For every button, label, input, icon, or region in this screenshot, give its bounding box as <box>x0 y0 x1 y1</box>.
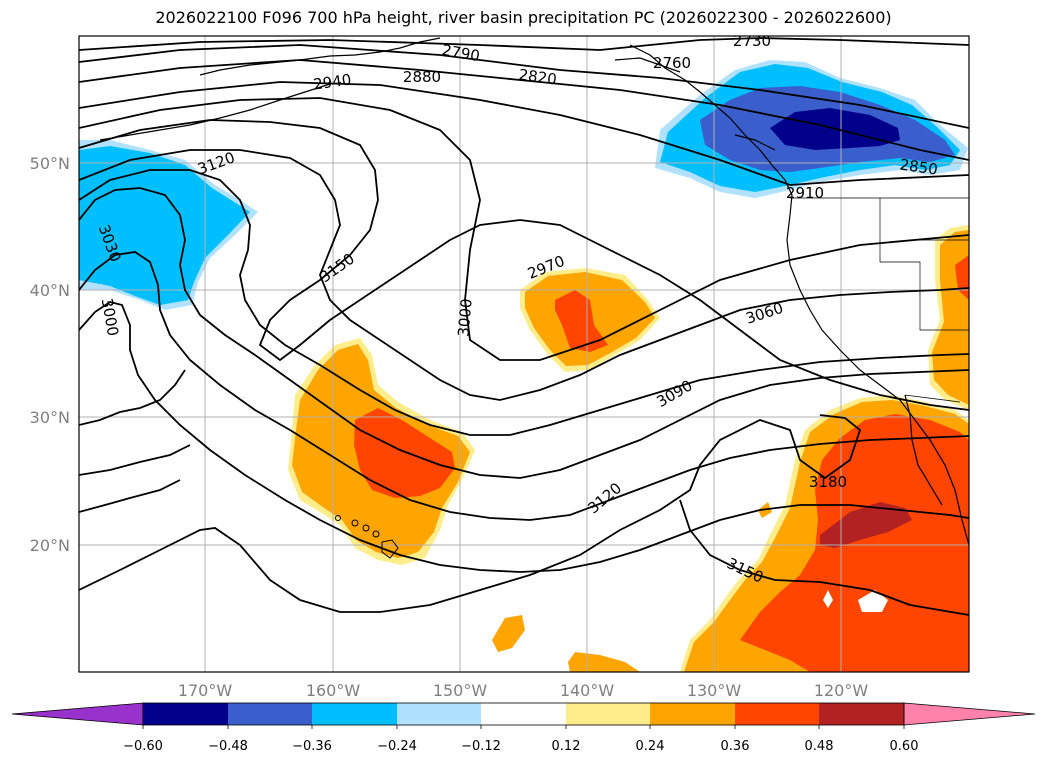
contour-label-3000-center: 3000 <box>454 298 475 338</box>
contour-label-2940: 2940 <box>312 70 352 93</box>
colorbar-tick: 0.48 <box>805 739 834 754</box>
contour-label-2820: 2820 <box>518 65 558 88</box>
contour-label-2730: 2730 <box>733 32 771 50</box>
contour-label-3180: 3180 <box>809 473 847 491</box>
colorbar-tick: −0.36 <box>292 739 332 754</box>
lon-label-130w: 130°W <box>687 681 742 700</box>
map-title: 2026022100 F096 700 hPa height, river ba… <box>155 8 892 27</box>
latitude-labels: 50°N 40°N 30°N 20°N <box>30 154 70 555</box>
colorbar-tick: 0.12 <box>552 739 581 754</box>
lon-label-150w: 150°W <box>433 681 488 700</box>
contour-label-2880: 2880 <box>403 68 441 86</box>
lon-label-120w: 120°W <box>814 681 869 700</box>
colorbar-tick: −0.12 <box>461 739 501 754</box>
borders <box>790 197 969 403</box>
colorbar-tick: 0.24 <box>636 739 665 754</box>
contour-label-2910: 2910 <box>786 184 824 202</box>
colorbar-bin <box>312 703 397 725</box>
lon-label-140w: 140°W <box>560 681 615 700</box>
lon-label-170w: 170°W <box>178 681 233 700</box>
colorbar-bin <box>143 703 228 725</box>
colorbar-bin <box>228 703 312 725</box>
colorbar-tick: 0.36 <box>721 739 750 754</box>
colorbar-bin <box>481 703 566 725</box>
colorbar-tick: −0.48 <box>208 739 248 754</box>
colorbar-tick: −0.60 <box>123 739 163 754</box>
graticule <box>79 36 969 672</box>
colorbar-extend-high <box>903 702 1036 726</box>
contour-labels: 2730 2790 2820 2880 2940 2760 2850 2910 … <box>95 32 939 587</box>
precip-shading <box>79 60 969 672</box>
colorbar-tick: −0.24 <box>377 739 417 754</box>
colorbar-bin <box>819 703 904 725</box>
lat-label-40n: 40°N <box>30 281 70 300</box>
colorbar-tick: 0.60 <box>890 739 919 754</box>
coastlines <box>99 37 969 546</box>
map-area: 2730 2790 2820 2880 2940 2760 2850 2910 … <box>79 32 969 672</box>
lat-label-50n: 50°N <box>30 154 70 173</box>
lon-label-160w: 160°W <box>306 681 361 700</box>
contour-label-2760: 2760 <box>653 54 691 72</box>
colorbar-extend-low <box>11 702 144 726</box>
lat-label-30n: 30°N <box>30 408 70 427</box>
colorbar-bin <box>397 703 481 725</box>
colorbar-bin <box>650 703 735 725</box>
map-frame <box>78 35 970 673</box>
contour-label-2850: 2850 <box>899 155 939 178</box>
colorbar: −0.60 −0.48 −0.36 −0.24 −0.12 0.12 0.24 … <box>11 702 1036 754</box>
longitude-labels: 170°W 160°W 150°W 140°W 130°W 120°W <box>178 681 869 700</box>
lat-label-20n: 20°N <box>30 536 70 555</box>
height-contours <box>79 37 969 616</box>
colorbar-bin <box>735 703 819 725</box>
colorbar-bin <box>566 703 650 725</box>
